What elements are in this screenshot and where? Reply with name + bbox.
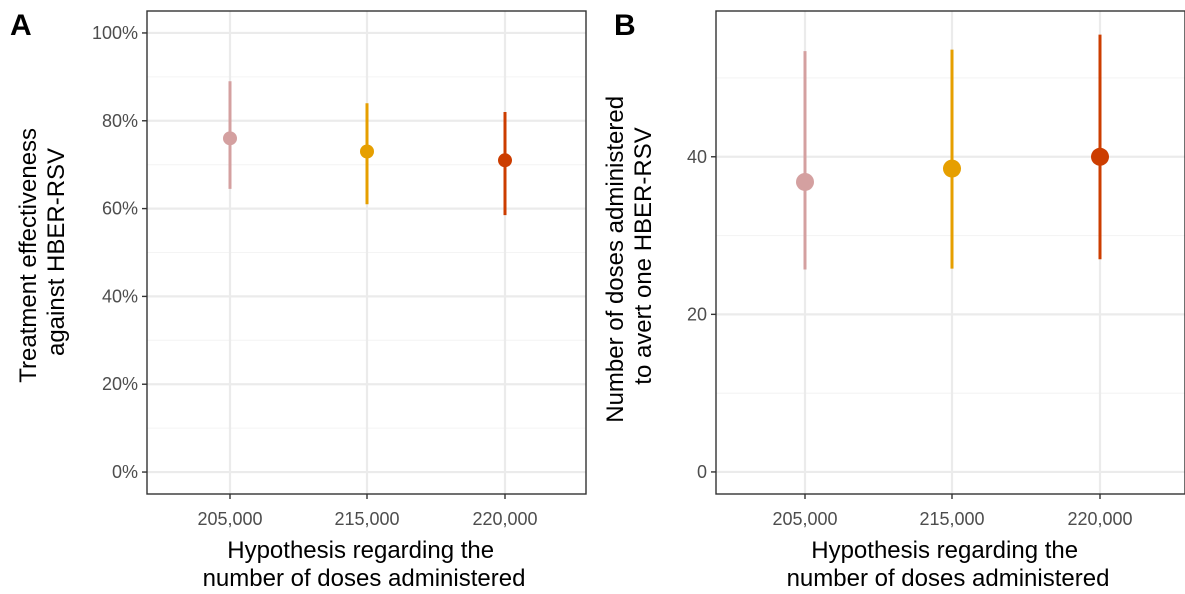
- panel-b-marks: [796, 34, 1109, 270]
- panel-b-frame: [715, 10, 1185, 495]
- panel-b-y-tick-label-0: 0: [697, 462, 707, 482]
- panel-b-x-axis: 205,000 215,000 220,000: [772, 494, 1133, 529]
- panel-a-x-tick-label-2: 220,000: [472, 509, 537, 529]
- panel-a-grid: [147, 11, 586, 494]
- panel-b-y-tick-label-2: 40: [687, 147, 707, 167]
- panel-a-x-axis-title-line-1: Hypothesis regarding the: [227, 537, 494, 564]
- panel-b-point-1: [943, 159, 961, 178]
- panel-b-x-tick-label-1: 215,000: [919, 509, 984, 529]
- panel-a-point-1: [360, 144, 374, 159]
- panel-b-x-axis-title: Hypothesis regarding the number of doses…: [787, 537, 1110, 592]
- panel-b-x-tick-label-0: 205,000: [772, 509, 837, 529]
- panel-a-y-tick-label-1: 20%: [102, 374, 138, 394]
- panel-b-y-tick-label-1: 20: [687, 304, 707, 324]
- panel-b: B 0 20 40 205,000 215,000 220,000 Hypothesis…: [602, 9, 1185, 592]
- panel-b-point-0: [796, 172, 814, 191]
- panel-a-y-tick-label-2: 40%: [102, 286, 138, 306]
- panel-a-x-tick-label-0: 205,000: [197, 509, 262, 529]
- panel-a-y-tick-label-5: 100%: [92, 23, 138, 43]
- panel-b-y-axis: 0 20 40: [687, 147, 716, 482]
- panel-b-point-2: [1091, 147, 1109, 166]
- panel-a-point-0: [223, 131, 237, 146]
- panel-b-tag: B: [614, 9, 636, 42]
- panel-b-y-axis-title-line-2: to avert one HBER-RSV: [630, 127, 657, 384]
- panel-a: A 0% 20% 40% 60% 80% 100% 205,000 215,000 220,0…: [10, 9, 587, 592]
- panel-a-y-axis-title-line-2: against HBER-RSV: [43, 148, 70, 356]
- panel-a-x-axis-title: Hypothesis regarding the number of doses…: [203, 537, 526, 592]
- panel-a-y-axis: 0% 20% 40% 60% 80% 100%: [92, 23, 147, 482]
- panel-a-tag: A: [10, 9, 32, 42]
- panel-b-x-tick-label-2: 220,000: [1067, 509, 1132, 529]
- panel-a-y-axis-title-line-1: Treatment effectiveness: [15, 128, 42, 383]
- panel-a-y-tick-label-0: 0%: [112, 462, 138, 482]
- panel-a-point-2: [498, 153, 512, 168]
- panel-b-y-axis-title-line-1: Number of doses administered: [602, 96, 629, 423]
- panel-a-y-axis-title: Treatment effectiveness against HBER-RSV: [15, 121, 70, 382]
- panel-a-x-axis-title-line-2: number of doses administered: [203, 565, 526, 592]
- panel-a-marks: [223, 81, 512, 216]
- panel-b-x-axis-title-line-2: number of doses administered: [787, 565, 1110, 592]
- panel-a-x-tick-label-1: 215,000: [334, 509, 399, 529]
- panel-b-y-axis-title: Number of doses administered to avert on…: [602, 89, 657, 423]
- panel-a-y-tick-label-4: 80%: [102, 111, 138, 131]
- panel-a-x-axis: 205,000 215,000 220,000: [197, 494, 538, 529]
- panel-b-x-axis-title-line-1: Hypothesis regarding the: [811, 537, 1078, 564]
- panel-a-y-tick-label-3: 60%: [102, 199, 138, 219]
